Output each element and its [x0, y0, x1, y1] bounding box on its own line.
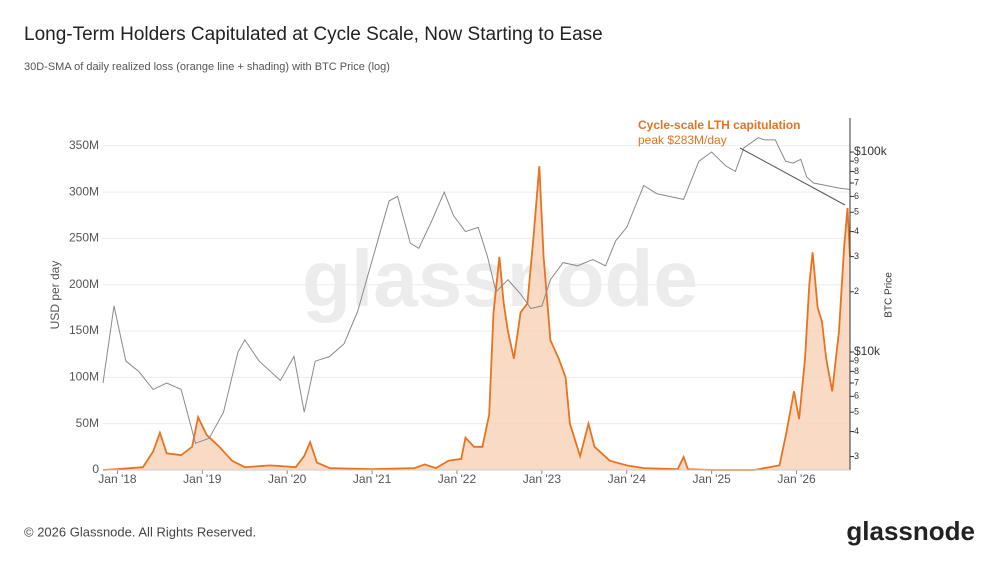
- y2-tick-label: 9: [854, 356, 859, 366]
- y2-tick-label: $10k: [854, 344, 881, 358]
- y2-tick-label: 2: [854, 286, 859, 296]
- y2-tick-label: 5: [854, 207, 859, 217]
- line: [102, 166, 851, 471]
- y-tick-label: 50M: [76, 416, 99, 430]
- y2-tick-label: 6: [854, 391, 859, 401]
- x-tick-label: Jan '24: [608, 472, 647, 486]
- x-tick-label: Jan '18: [98, 472, 137, 486]
- y2-tick-label: 4: [854, 226, 859, 236]
- chart-title: Long-Term Holders Capitulated at Cycle S…: [24, 24, 603, 45]
- y2-tick-label: $100k: [854, 144, 888, 158]
- x-tick-label: Jan '20: [268, 472, 307, 486]
- y2-tick-label: 3: [854, 251, 859, 261]
- footer-copyright: © 2026 Glassnode. All Rights Reserved.: [24, 524, 256, 539]
- annotation-title: Cycle-scale LTH capitulation: [638, 118, 801, 132]
- y-tick-label: 350M: [69, 138, 99, 152]
- y2-tick-label: 7: [854, 377, 859, 387]
- x-tick-label: Jan '26: [777, 472, 816, 486]
- y2-tick-label: 8: [854, 166, 859, 176]
- y-tick-label: 250M: [69, 231, 99, 245]
- y-tick-label: 200M: [69, 277, 99, 291]
- annotation-text: peak $283M/day: [638, 133, 727, 147]
- y-axis-label: USD per day: [48, 261, 62, 330]
- line: [102, 137, 851, 444]
- x-tick-label: Jan '19: [183, 472, 222, 486]
- y2-tick-label: 8: [854, 366, 859, 376]
- y2-tick-label: 3: [854, 451, 859, 461]
- y2-axis-label: BTC Price: [884, 272, 895, 318]
- y-tick-label: 0: [92, 462, 99, 476]
- x-tick-label: Jan '23: [523, 472, 562, 486]
- y2-tick-label: 7: [854, 177, 859, 187]
- plot: 050M100M150M200M250M300M350M3456789$10k2…: [69, 118, 888, 486]
- y-tick-label: 150M: [69, 323, 99, 337]
- y2-tick-label: 5: [854, 407, 859, 417]
- y2-tick-label: 6: [854, 191, 859, 201]
- chart-subtitle: 30D-SMA of daily realized loss (orange l…: [24, 61, 390, 73]
- x-tick-label: Jan '25: [692, 472, 731, 486]
- footer-logo: glassnode: [846, 516, 975, 546]
- y-tick-label: 300M: [69, 184, 99, 198]
- y-tick-label: 100M: [69, 370, 99, 384]
- x-tick-label: Jan '22: [438, 472, 477, 486]
- y2-tick-label: 4: [854, 426, 859, 436]
- x-tick-label: Jan '21: [353, 472, 392, 486]
- y2-tick-label: 9: [854, 156, 859, 166]
- annotation-pointer: [739, 147, 846, 206]
